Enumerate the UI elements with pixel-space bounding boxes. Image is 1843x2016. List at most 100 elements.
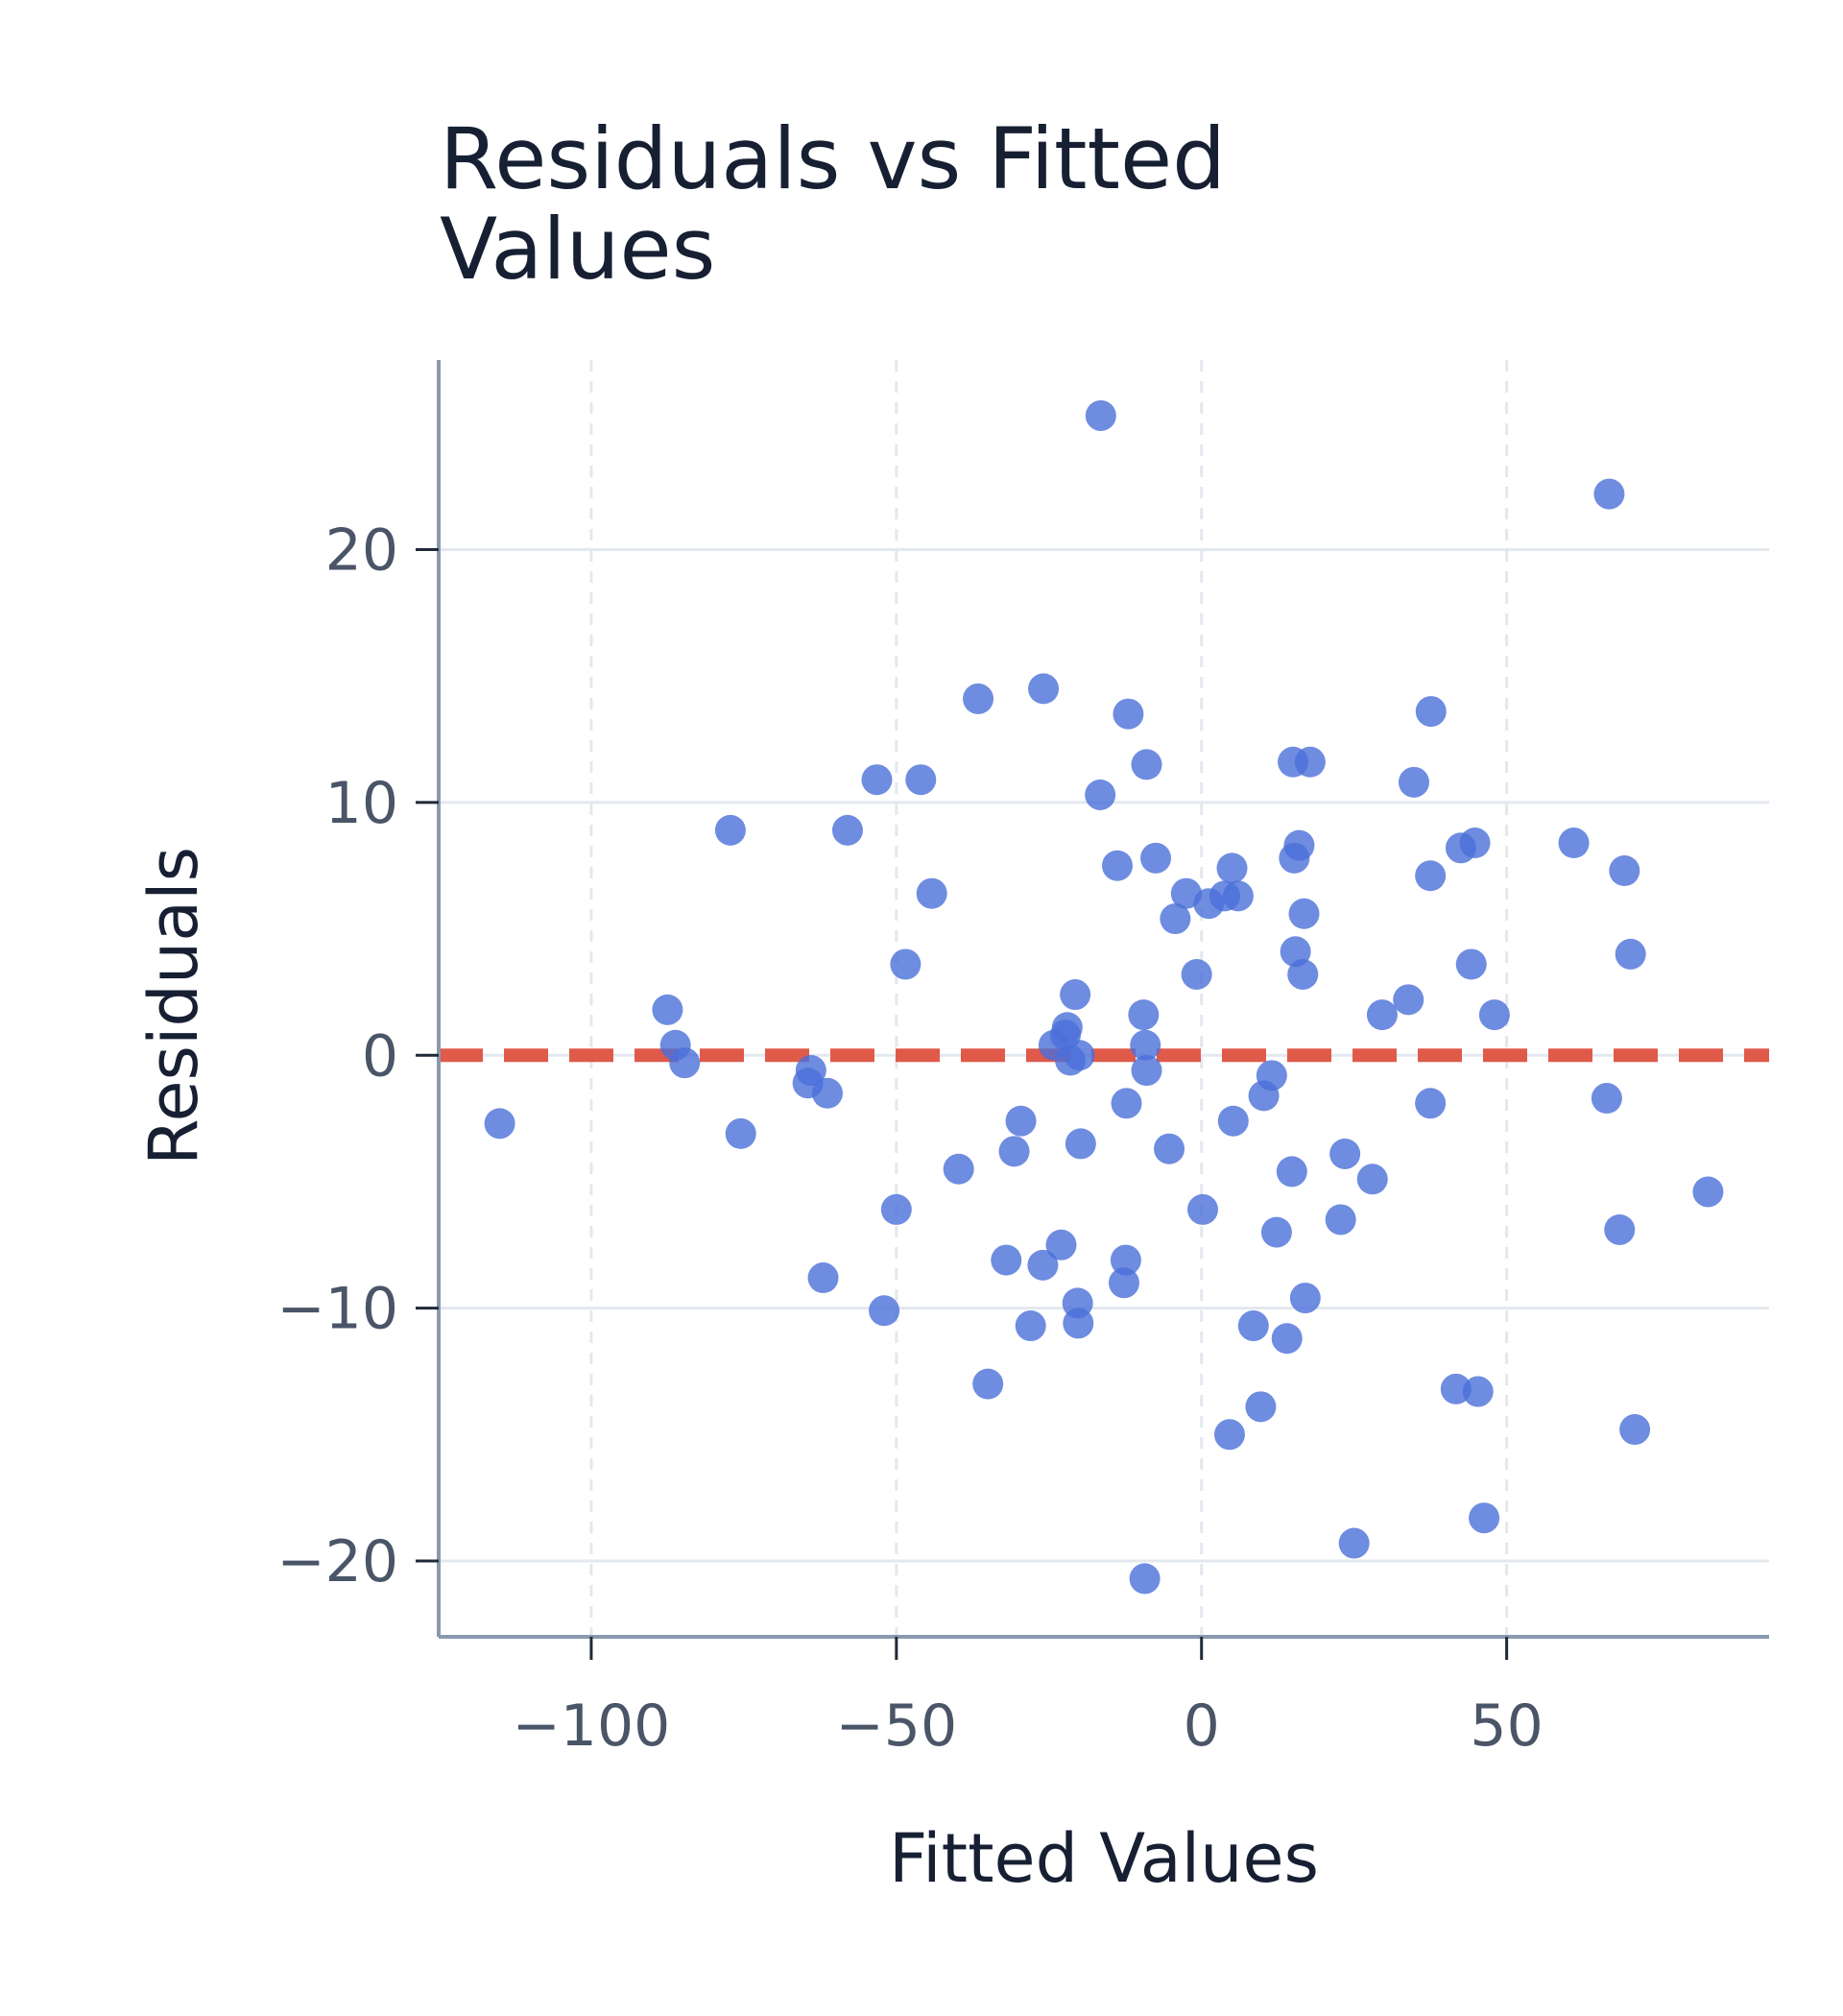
data-point <box>1154 1133 1185 1164</box>
data-point <box>1108 1267 1139 1299</box>
y-tick-label: −20 <box>276 1528 398 1596</box>
data-point <box>807 1262 839 1294</box>
data-point <box>1005 1105 1037 1137</box>
data-point <box>484 1108 515 1140</box>
data-point <box>811 1077 843 1109</box>
data-point <box>1338 1527 1370 1559</box>
data-point <box>916 877 947 909</box>
data-point <box>1186 1193 1218 1225</box>
data-point <box>1415 696 1447 728</box>
data-point <box>669 1047 701 1079</box>
data-point <box>1276 1156 1307 1188</box>
data-point <box>1051 1012 1083 1044</box>
data-point <box>1237 1310 1269 1342</box>
x-tick-label: 50 <box>1470 1692 1543 1760</box>
points-layer <box>484 399 1724 1595</box>
data-point <box>1129 1563 1161 1595</box>
data-point <box>1131 1055 1162 1087</box>
data-point <box>1045 1229 1077 1260</box>
data-point <box>869 1295 900 1327</box>
data-point <box>1288 898 1320 929</box>
data-point <box>1283 829 1315 861</box>
data-point <box>963 683 994 714</box>
data-point <box>1060 979 1091 1011</box>
data-point <box>1160 903 1191 935</box>
data-point <box>1260 1216 1292 1248</box>
data-point <box>1222 880 1254 912</box>
data-point <box>1085 779 1116 810</box>
data-point <box>1415 860 1447 892</box>
data-point <box>1027 1249 1059 1281</box>
data-point <box>1615 938 1646 970</box>
data-point <box>1271 1323 1303 1355</box>
data-point <box>831 814 863 846</box>
data-point <box>998 1136 1030 1167</box>
data-point <box>1131 749 1162 780</box>
y-axis-label: Residuals <box>134 847 213 1165</box>
data-point <box>1294 746 1326 778</box>
data-point <box>861 764 893 796</box>
data-point <box>1216 852 1248 884</box>
data-point <box>1085 399 1116 431</box>
data-point <box>1325 1204 1356 1236</box>
y-tick-label: 0 <box>362 1022 398 1090</box>
data-point <box>1287 958 1319 990</box>
data-point <box>1619 1414 1651 1446</box>
data-point <box>890 948 922 980</box>
data-point <box>1469 1502 1500 1534</box>
data-point <box>1140 842 1172 874</box>
data-point <box>1111 1088 1142 1119</box>
data-point <box>1478 999 1510 1031</box>
data-point <box>1415 1088 1447 1119</box>
data-point <box>991 1244 1022 1276</box>
data-point <box>1604 1213 1636 1245</box>
data-point <box>1063 1308 1094 1339</box>
axes-layer <box>437 360 1769 1639</box>
data-point <box>972 1368 1004 1400</box>
data-point <box>1256 1060 1287 1092</box>
y-tick-label: 20 <box>325 517 398 585</box>
x-tick-label: −50 <box>836 1692 958 1760</box>
data-point <box>1356 1164 1388 1195</box>
data-point <box>1217 1105 1249 1137</box>
data-point <box>905 764 937 796</box>
data-point <box>652 994 683 1025</box>
data-point <box>1329 1138 1361 1169</box>
data-point <box>714 814 746 846</box>
data-point <box>1289 1283 1321 1314</box>
data-point <box>1609 855 1640 886</box>
data-point <box>1113 698 1144 730</box>
data-point <box>943 1153 974 1185</box>
data-point <box>1692 1176 1724 1208</box>
data-point <box>1130 1029 1161 1061</box>
data-point <box>1366 999 1398 1031</box>
data-point <box>1101 850 1133 881</box>
x-axis-label: Fitted Values <box>889 1819 1319 1898</box>
data-point <box>1181 958 1212 990</box>
data-point <box>1064 1040 1095 1071</box>
data-point <box>1393 984 1424 1016</box>
data-point <box>1245 1391 1277 1423</box>
data-point <box>1462 1376 1494 1407</box>
data-point <box>1558 828 1590 859</box>
data-point <box>880 1193 912 1225</box>
data-point <box>1110 1244 1141 1276</box>
data-point <box>1028 673 1060 705</box>
data-point <box>1459 828 1491 859</box>
y-tick-label: −10 <box>276 1276 398 1343</box>
data-point <box>1065 1128 1096 1160</box>
y-tick-label: 10 <box>325 770 398 837</box>
data-point <box>1213 1419 1245 1451</box>
chart-title-line-1: Residuals vs Fitted <box>440 109 1226 208</box>
chart-title-line-2: Values <box>440 200 716 299</box>
grid-layer <box>439 360 1769 1637</box>
data-point <box>1398 766 1429 798</box>
data-point <box>1593 478 1625 510</box>
x-tick-label: −100 <box>513 1692 671 1760</box>
data-point <box>725 1117 756 1149</box>
data-point <box>1128 999 1160 1031</box>
x-tick-label: 0 <box>1184 1692 1220 1760</box>
data-point <box>1015 1310 1046 1342</box>
